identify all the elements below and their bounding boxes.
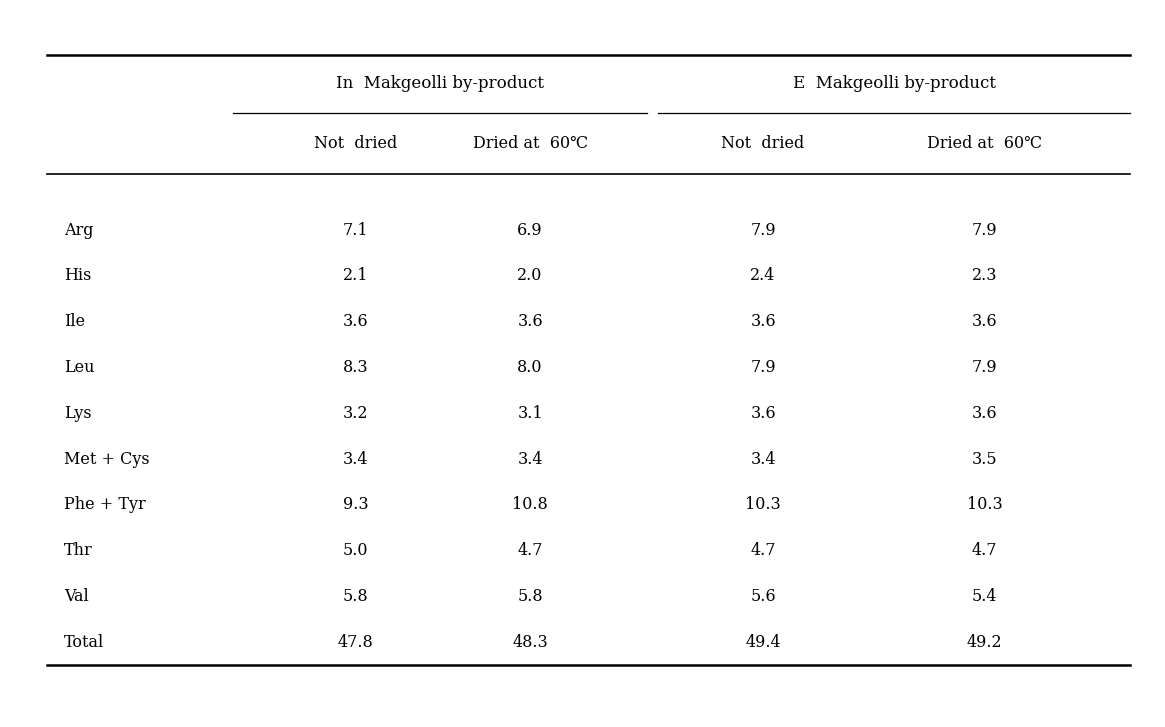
Text: Leu: Leu [64, 359, 94, 376]
Text: 7.9: 7.9 [972, 222, 997, 238]
Text: 3.6: 3.6 [750, 405, 776, 422]
Text: 5.4: 5.4 [972, 588, 997, 605]
Text: 4.7: 4.7 [972, 542, 997, 559]
Text: 5.6: 5.6 [750, 588, 776, 605]
Text: Val: Val [64, 588, 89, 605]
Text: Thr: Thr [64, 542, 93, 559]
Text: Dried at  60℃: Dried at 60℃ [927, 135, 1042, 152]
Text: 10.3: 10.3 [746, 497, 781, 513]
Text: 7.9: 7.9 [972, 359, 997, 376]
Text: Phe + Tyr: Phe + Tyr [64, 497, 146, 513]
Text: 3.5: 3.5 [972, 451, 997, 467]
Text: 3.2: 3.2 [343, 405, 368, 422]
Text: 4.7: 4.7 [517, 542, 543, 559]
Text: 3.6: 3.6 [972, 313, 997, 330]
Text: 9.3: 9.3 [343, 497, 368, 513]
Text: E  Makgeolli by-product: E Makgeolli by-product [792, 75, 996, 92]
Text: 3.1: 3.1 [517, 405, 543, 422]
Text: 5.8: 5.8 [517, 588, 543, 605]
Text: In  Makgeolli by-product: In Makgeolli by-product [336, 75, 544, 92]
Text: Lys: Lys [64, 405, 92, 422]
Text: 47.8: 47.8 [338, 634, 373, 651]
Text: 3.4: 3.4 [517, 451, 543, 467]
Text: Total: Total [64, 634, 105, 651]
Text: 3.6: 3.6 [750, 313, 776, 330]
Text: 6.9: 6.9 [517, 222, 543, 238]
Text: 2.4: 2.4 [750, 268, 776, 284]
Text: 3.4: 3.4 [343, 451, 368, 467]
Text: 49.2: 49.2 [967, 634, 1002, 651]
Text: 2.3: 2.3 [972, 268, 997, 284]
Text: His: His [64, 268, 91, 284]
Text: Not  dried: Not dried [721, 135, 805, 152]
Text: Ile: Ile [64, 313, 85, 330]
Text: 49.4: 49.4 [746, 634, 781, 651]
Text: 2.0: 2.0 [517, 268, 543, 284]
Text: 8.3: 8.3 [343, 359, 368, 376]
Text: 7.9: 7.9 [750, 359, 776, 376]
Text: 48.3: 48.3 [513, 634, 548, 651]
Text: 5.0: 5.0 [343, 542, 368, 559]
Text: 2.1: 2.1 [343, 268, 368, 284]
Text: 10.3: 10.3 [967, 497, 1002, 513]
Text: 3.6: 3.6 [972, 405, 997, 422]
Text: Not  dried: Not dried [313, 135, 397, 152]
Text: 4.7: 4.7 [750, 542, 776, 559]
Text: 8.0: 8.0 [517, 359, 543, 376]
Text: 3.6: 3.6 [517, 313, 543, 330]
Text: 5.8: 5.8 [343, 588, 368, 605]
Text: 3.4: 3.4 [750, 451, 776, 467]
Text: Arg: Arg [64, 222, 93, 238]
Text: 7.9: 7.9 [750, 222, 776, 238]
Text: Met + Cys: Met + Cys [64, 451, 149, 467]
Text: 3.6: 3.6 [343, 313, 368, 330]
Text: 7.1: 7.1 [343, 222, 368, 238]
Text: Dried at  60℃: Dried at 60℃ [473, 135, 587, 152]
Text: 10.8: 10.8 [513, 497, 548, 513]
